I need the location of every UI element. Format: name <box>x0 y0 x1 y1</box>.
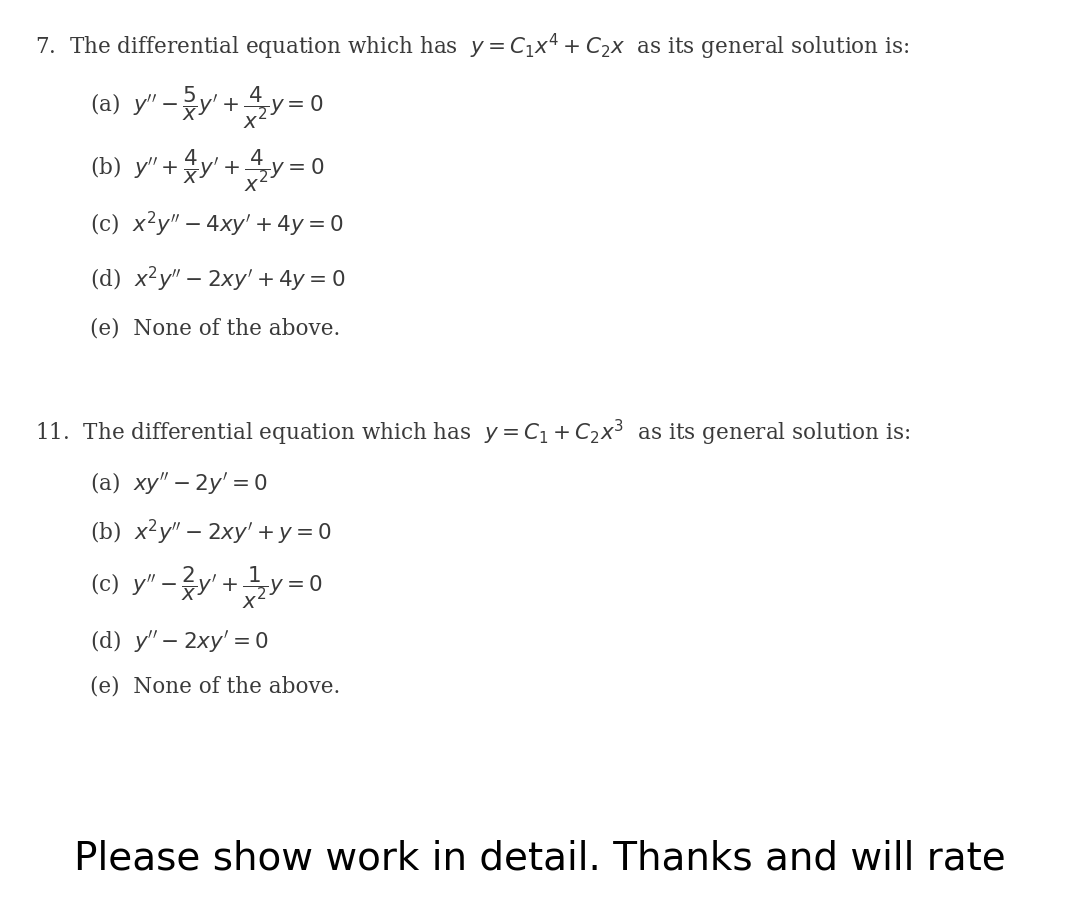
Text: 11.  The differential equation which has  $y = C_1 + C_2x^3$  as its general sol: 11. The differential equation which has … <box>35 418 910 449</box>
Text: (b)  $y'' + \dfrac{4}{x}y' + \dfrac{4}{x^2}y = 0$: (b) $y'' + \dfrac{4}{x}y' + \dfrac{4}{x^… <box>90 148 324 194</box>
Text: (d)  $x^2y'' - 2xy' + 4y = 0$: (d) $x^2y'' - 2xy' + 4y = 0$ <box>90 265 346 294</box>
Text: (c)  $y'' - \dfrac{2}{x}y' + \dfrac{1}{x^2}y = 0$: (c) $y'' - \dfrac{2}{x}y' + \dfrac{1}{x^… <box>90 565 323 611</box>
Text: (b)  $x^2y'' - 2xy' + y = 0$: (b) $x^2y'' - 2xy' + y = 0$ <box>90 518 332 548</box>
Text: Please show work in detail. Thanks and will rate: Please show work in detail. Thanks and w… <box>75 840 1005 878</box>
Text: (e)  None of the above.: (e) None of the above. <box>90 675 340 697</box>
Text: 7.  The differential equation which has  $y = C_1x^4 + C_2x$  as its general sol: 7. The differential equation which has $… <box>35 32 909 63</box>
Text: (d)  $y'' - 2xy' = 0$: (d) $y'' - 2xy' = 0$ <box>90 628 269 654</box>
Text: (a)  $y'' - \dfrac{5}{x}y' + \dfrac{4}{x^2}y = 0$: (a) $y'' - \dfrac{5}{x}y' + \dfrac{4}{x^… <box>90 85 323 132</box>
Text: (a)  $xy'' - 2y' = 0$: (a) $xy'' - 2y' = 0$ <box>90 470 268 496</box>
Text: (e)  None of the above.: (e) None of the above. <box>90 318 340 340</box>
Text: (c)  $x^2y'' - 4xy' + 4y = 0$: (c) $x^2y'' - 4xy' + 4y = 0$ <box>90 210 343 239</box>
